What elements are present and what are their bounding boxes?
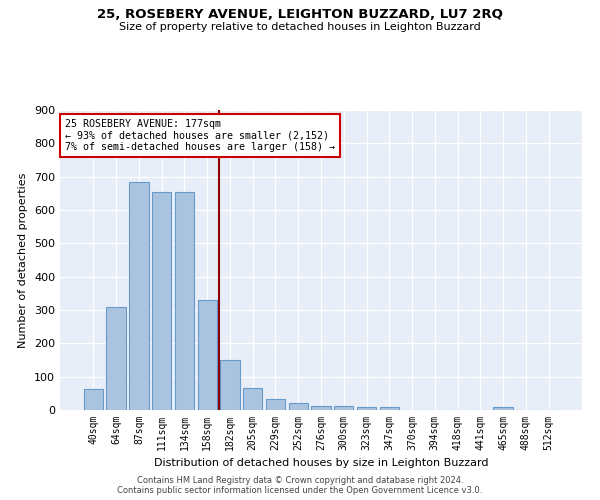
Bar — [380, 406, 399, 410]
Bar — [220, 360, 239, 410]
Text: Contains HM Land Registry data © Crown copyright and database right 2024.
Contai: Contains HM Land Registry data © Crown c… — [118, 476, 482, 495]
Text: 25 ROSEBERY AVENUE: 177sqm
← 93% of detached houses are smaller (2,152)
7% of se: 25 ROSEBERY AVENUE: 177sqm ← 93% of deta… — [65, 119, 335, 152]
Y-axis label: Number of detached properties: Number of detached properties — [19, 172, 28, 348]
Bar — [106, 306, 126, 410]
Bar — [129, 182, 149, 410]
Bar — [493, 408, 513, 410]
Bar — [311, 406, 331, 410]
Text: Distribution of detached houses by size in Leighton Buzzard: Distribution of detached houses by size … — [154, 458, 488, 468]
Text: 25, ROSEBERY AVENUE, LEIGHTON BUZZARD, LU7 2RQ: 25, ROSEBERY AVENUE, LEIGHTON BUZZARD, L… — [97, 8, 503, 20]
Bar — [197, 300, 217, 410]
Bar — [289, 404, 308, 410]
Bar — [152, 192, 172, 410]
Bar — [266, 399, 285, 410]
Bar — [84, 390, 103, 410]
Bar — [243, 388, 262, 410]
Bar — [334, 406, 353, 410]
Text: Size of property relative to detached houses in Leighton Buzzard: Size of property relative to detached ho… — [119, 22, 481, 32]
Bar — [175, 192, 194, 410]
Bar — [357, 406, 376, 410]
